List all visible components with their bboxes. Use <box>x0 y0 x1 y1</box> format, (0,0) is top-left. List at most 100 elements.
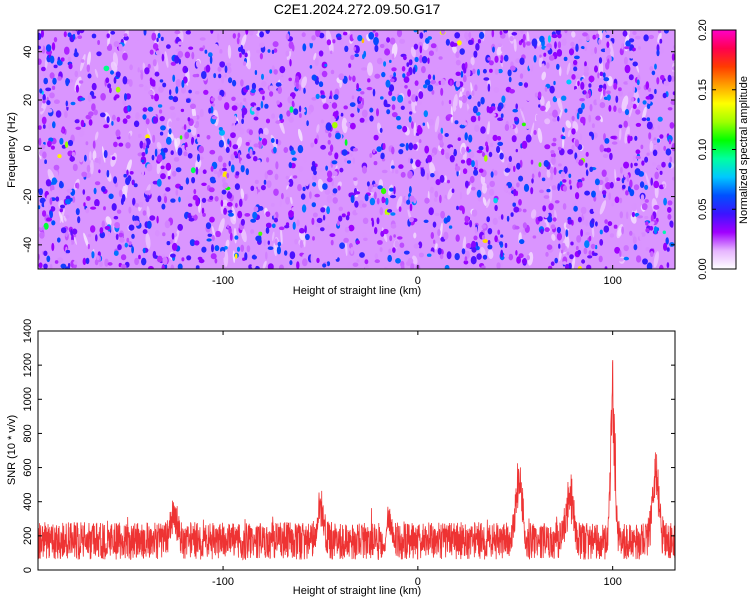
heatmap-speckle <box>504 104 510 110</box>
heatmap-speckle <box>65 198 71 205</box>
heatmap-speckle <box>187 81 194 86</box>
heatmap-speckle <box>486 198 491 209</box>
heatmap-speckle <box>521 107 524 112</box>
heatmap-speckle <box>428 207 434 216</box>
heatmap-speckle <box>288 116 294 123</box>
heatmap-speckle <box>585 93 590 99</box>
heatmap-speckle <box>386 209 393 213</box>
heatmap-speckle <box>38 93 41 98</box>
heatmap-speckle <box>314 193 321 198</box>
heatmap-speckle <box>552 118 557 122</box>
heatmap-speckle <box>322 263 327 268</box>
heatmap-speckle <box>145 147 148 155</box>
heatmap-speckle <box>326 195 333 204</box>
heatmap-speckle <box>543 195 550 199</box>
heatmap-speckle <box>124 93 127 101</box>
heatmap-speckle <box>441 30 445 35</box>
heatmap-speckle <box>500 249 504 258</box>
heatmap-speckle <box>416 195 419 200</box>
heatmap-speckle <box>622 184 626 189</box>
heatmap-speckle <box>284 225 290 229</box>
heatmap-speckle <box>177 41 183 46</box>
heatmap-speckle <box>562 261 567 265</box>
heatmap-speckle <box>94 181 101 186</box>
heatmap-speckle <box>497 229 501 235</box>
heatmap-speckle <box>358 96 363 102</box>
heatmap-speckle <box>128 132 131 140</box>
heatmap-speckle <box>586 264 592 269</box>
heatmap-speckle <box>369 115 374 122</box>
heatmap-speckle <box>587 255 593 259</box>
heatmap-speckle <box>352 262 359 267</box>
heatmap-speckle <box>313 52 317 61</box>
heatmap-speckle <box>352 157 355 164</box>
heatmap-y-tick-label: 0 <box>22 145 34 151</box>
heatmap-speckle <box>222 178 226 184</box>
heatmap-speckle <box>471 247 477 253</box>
heatmap-speckle <box>248 264 253 269</box>
heatmap-speckle <box>249 82 252 91</box>
heatmap-speckle <box>285 196 290 205</box>
heatmap-speckle <box>280 227 283 245</box>
heatmap-speckle <box>106 169 110 178</box>
heatmap-speckle <box>469 220 473 228</box>
heatmap-speckle <box>558 163 562 167</box>
heatmap-speckle <box>316 257 320 264</box>
heatmap-speckle <box>670 223 674 228</box>
heatmap-speckle <box>263 127 269 135</box>
heatmap-speckle <box>405 195 409 200</box>
heatmap-speckle <box>250 229 255 235</box>
heatmap-speckle <box>598 84 603 89</box>
heatmap-speckle <box>226 192 233 199</box>
heatmap-speckle <box>159 109 163 114</box>
heatmap-speckle <box>571 128 576 135</box>
heatmap-speckle <box>275 139 279 145</box>
heatmap-speckle <box>141 167 145 177</box>
heatmap-speckle <box>446 114 453 118</box>
heatmap-speckle <box>667 206 672 213</box>
heatmap-speckle <box>647 98 651 105</box>
heatmap-speckle <box>236 246 241 252</box>
snr-x-axis: -100 0 100 <box>212 331 622 588</box>
heatmap-speckle <box>441 100 444 106</box>
heatmap-speckle <box>101 186 106 192</box>
heatmap-speckle <box>383 61 387 67</box>
heatmap-speckle <box>418 252 424 258</box>
heatmap-speckle <box>297 128 303 142</box>
heatmap-speckle <box>336 36 342 41</box>
heatmap-speckle <box>327 170 333 178</box>
heatmap-speckle <box>361 232 367 238</box>
heatmap-speckle <box>111 85 116 89</box>
heatmap-speckle <box>115 71 121 78</box>
heatmap-speckle <box>170 264 175 269</box>
heatmap-speckle <box>265 118 271 124</box>
heatmap-speckle <box>312 212 318 218</box>
heatmap-speckle <box>492 217 498 225</box>
heatmap-speckle <box>634 202 637 211</box>
heatmap-speckle <box>262 260 267 269</box>
heatmap-speckle <box>286 110 291 117</box>
heatmap-speckle <box>561 242 566 251</box>
heatmap-speckle <box>284 81 288 88</box>
heatmap-speckle <box>361 38 365 44</box>
heatmap-speckle <box>187 117 191 122</box>
heatmap-speckle <box>619 197 623 204</box>
heatmap-speckle <box>325 225 331 232</box>
heatmap-speckle <box>122 99 127 106</box>
heatmap-speckle <box>589 104 593 112</box>
heatmap-speckle <box>190 103 196 110</box>
snr-y-tick-label: 1200 <box>22 353 34 377</box>
heatmap-speckle <box>185 146 190 151</box>
heatmap-speckle <box>78 30 85 34</box>
heatmap-speckle <box>97 40 100 45</box>
heatmap-speckle <box>38 58 42 65</box>
heatmap-speckle <box>617 227 623 237</box>
heatmap-speckle <box>635 149 641 154</box>
heatmap-speckle <box>439 222 443 239</box>
heatmap-speckle <box>437 72 444 80</box>
heatmap-speckle <box>49 55 55 64</box>
heatmap-speckle <box>348 63 352 68</box>
heatmap-speckle <box>154 93 159 102</box>
heatmap-speckle <box>513 206 520 213</box>
heatmap-speckle <box>53 37 58 43</box>
